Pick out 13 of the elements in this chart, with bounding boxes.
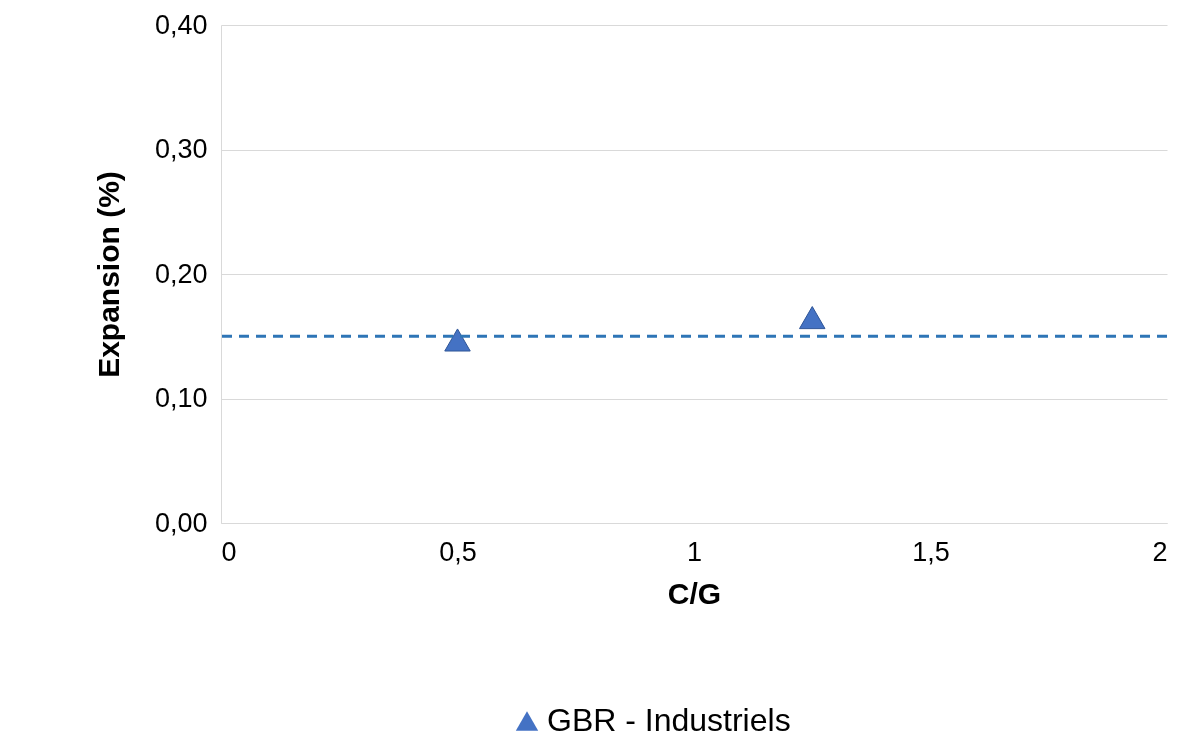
x-tick-label: 2	[1152, 536, 1168, 567]
legend-label: GBR - Industriels	[547, 702, 791, 738]
x-axis-title: C/G	[667, 576, 722, 610]
y-tick-label: 0,20	[154, 258, 208, 289]
y-tick-label: 0,00	[154, 507, 208, 538]
x-tick-label: 1	[686, 536, 703, 567]
x-tick-label: 0	[221, 536, 237, 567]
y-tick-label: 0,10	[154, 383, 208, 413]
y-tick-label: 0,30	[154, 134, 208, 164]
y-axis-title: Expansion (%)	[91, 171, 125, 378]
x-tick-label: 1,5	[912, 536, 950, 567]
x-tick-label: 0,5	[439, 536, 477, 567]
y-tick-label: 0,40	[154, 9, 208, 40]
